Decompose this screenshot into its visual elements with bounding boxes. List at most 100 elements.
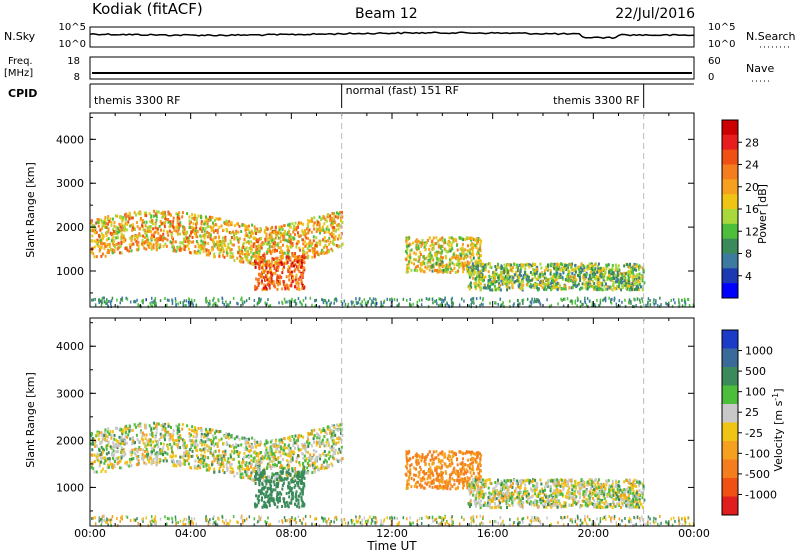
power-data-point bbox=[472, 250, 474, 253]
power-data-point bbox=[126, 228, 128, 231]
power-data-point bbox=[375, 299, 377, 302]
power-data-point bbox=[422, 242, 424, 245]
power-data-point bbox=[491, 289, 493, 292]
velocity-data-point bbox=[126, 436, 128, 439]
power-data-point bbox=[451, 262, 453, 265]
power-data-point bbox=[642, 300, 644, 303]
power-data-point bbox=[517, 299, 519, 302]
velocity-data-point bbox=[282, 452, 284, 455]
power-data-point bbox=[274, 272, 276, 275]
power-data-point bbox=[486, 263, 488, 266]
power-data-point bbox=[122, 218, 124, 221]
power-data-point bbox=[488, 286, 490, 289]
power-data-point bbox=[249, 262, 251, 265]
power-data-point bbox=[215, 223, 217, 226]
velocity-data-point bbox=[240, 465, 242, 468]
velocity-data-point bbox=[102, 468, 104, 471]
power-data-point bbox=[469, 237, 471, 240]
power-data-point bbox=[270, 272, 272, 275]
power-data-point bbox=[426, 297, 428, 300]
power-data-point bbox=[152, 227, 154, 230]
power-data-point bbox=[592, 280, 594, 283]
velocity-data-point bbox=[295, 435, 297, 438]
power-data-point bbox=[120, 215, 122, 218]
velocity-data-point bbox=[202, 462, 204, 465]
power-data-point bbox=[570, 263, 572, 266]
velocity-data-point bbox=[217, 442, 219, 445]
power-data-point bbox=[355, 297, 357, 300]
velocity-data-point bbox=[161, 435, 163, 438]
velocity-data-point bbox=[277, 445, 279, 448]
power-data-point bbox=[461, 247, 463, 250]
velocity-data-point bbox=[124, 440, 126, 443]
power-data-point bbox=[97, 221, 99, 224]
power-data-point bbox=[322, 229, 324, 232]
velocity-data-point bbox=[117, 444, 119, 447]
power-data-point bbox=[556, 263, 558, 266]
power-data-point bbox=[248, 259, 250, 262]
velocity-data-point bbox=[194, 431, 196, 434]
power-data-point bbox=[548, 282, 550, 285]
power-data-point bbox=[93, 298, 95, 301]
power-data-point bbox=[578, 283, 580, 286]
power-data-point bbox=[223, 240, 225, 243]
power-data-point bbox=[415, 253, 417, 256]
power-data-point bbox=[567, 264, 569, 267]
velocity-data-point bbox=[193, 435, 195, 438]
power-data-point bbox=[561, 287, 563, 290]
power-data-point bbox=[212, 304, 214, 307]
power-data-point bbox=[435, 269, 437, 272]
power-data-point bbox=[319, 243, 321, 246]
velocity-data-point bbox=[273, 445, 275, 448]
power-data-point bbox=[177, 302, 179, 305]
power-data-point bbox=[316, 251, 318, 254]
velocity-data-point bbox=[187, 457, 189, 460]
velocity-data-point bbox=[212, 440, 214, 443]
power-data-point bbox=[630, 302, 632, 305]
nsky-panel-frame bbox=[90, 27, 694, 47]
velocity-data-point bbox=[311, 431, 313, 434]
power-data-point bbox=[428, 248, 430, 251]
power-data-point bbox=[440, 255, 442, 258]
power-data-point bbox=[536, 268, 538, 271]
freq-tick-bottom: 8 bbox=[74, 72, 80, 83]
power-data-point bbox=[199, 227, 201, 230]
power-data-point bbox=[557, 288, 559, 291]
power-data-point bbox=[314, 221, 316, 224]
power-data-point bbox=[403, 298, 405, 301]
nsearch-tick-top: 10^5 bbox=[708, 22, 735, 33]
velocity-data-point bbox=[260, 440, 262, 443]
power-data-point bbox=[230, 256, 232, 259]
power-data-point bbox=[454, 263, 456, 266]
velocity-data-point bbox=[140, 431, 142, 434]
cpid-label: CPID bbox=[8, 87, 37, 100]
velocity-data-point bbox=[111, 434, 113, 437]
power-data-point bbox=[520, 274, 522, 277]
power-data-point bbox=[303, 267, 305, 270]
freq-label: Freq. bbox=[8, 56, 33, 67]
power-data-point bbox=[222, 298, 224, 301]
power-data-point bbox=[233, 297, 235, 300]
power-data-point bbox=[194, 299, 196, 302]
power-data-point bbox=[409, 253, 411, 256]
power-data-point bbox=[292, 280, 294, 283]
power-data-point bbox=[629, 271, 631, 274]
power-data-point bbox=[621, 274, 623, 277]
power-data-point bbox=[612, 264, 614, 267]
velocity-data-point bbox=[329, 427, 331, 430]
power-data-point bbox=[467, 260, 469, 263]
power-data-point bbox=[406, 271, 408, 274]
power-data-point bbox=[164, 297, 166, 300]
velocity-data-point bbox=[155, 440, 157, 443]
power-data-point bbox=[569, 276, 571, 279]
power-data-point bbox=[226, 228, 228, 231]
velocity-data-point bbox=[108, 466, 110, 469]
power-data-point bbox=[226, 303, 228, 306]
power-data-point bbox=[211, 249, 213, 252]
velocity-data-point bbox=[264, 443, 266, 446]
power-data-point bbox=[204, 223, 206, 226]
power-data-point bbox=[537, 287, 539, 290]
velocity-data-point bbox=[242, 467, 244, 470]
velocity-data-point bbox=[197, 467, 199, 470]
power-data-point bbox=[125, 213, 127, 216]
